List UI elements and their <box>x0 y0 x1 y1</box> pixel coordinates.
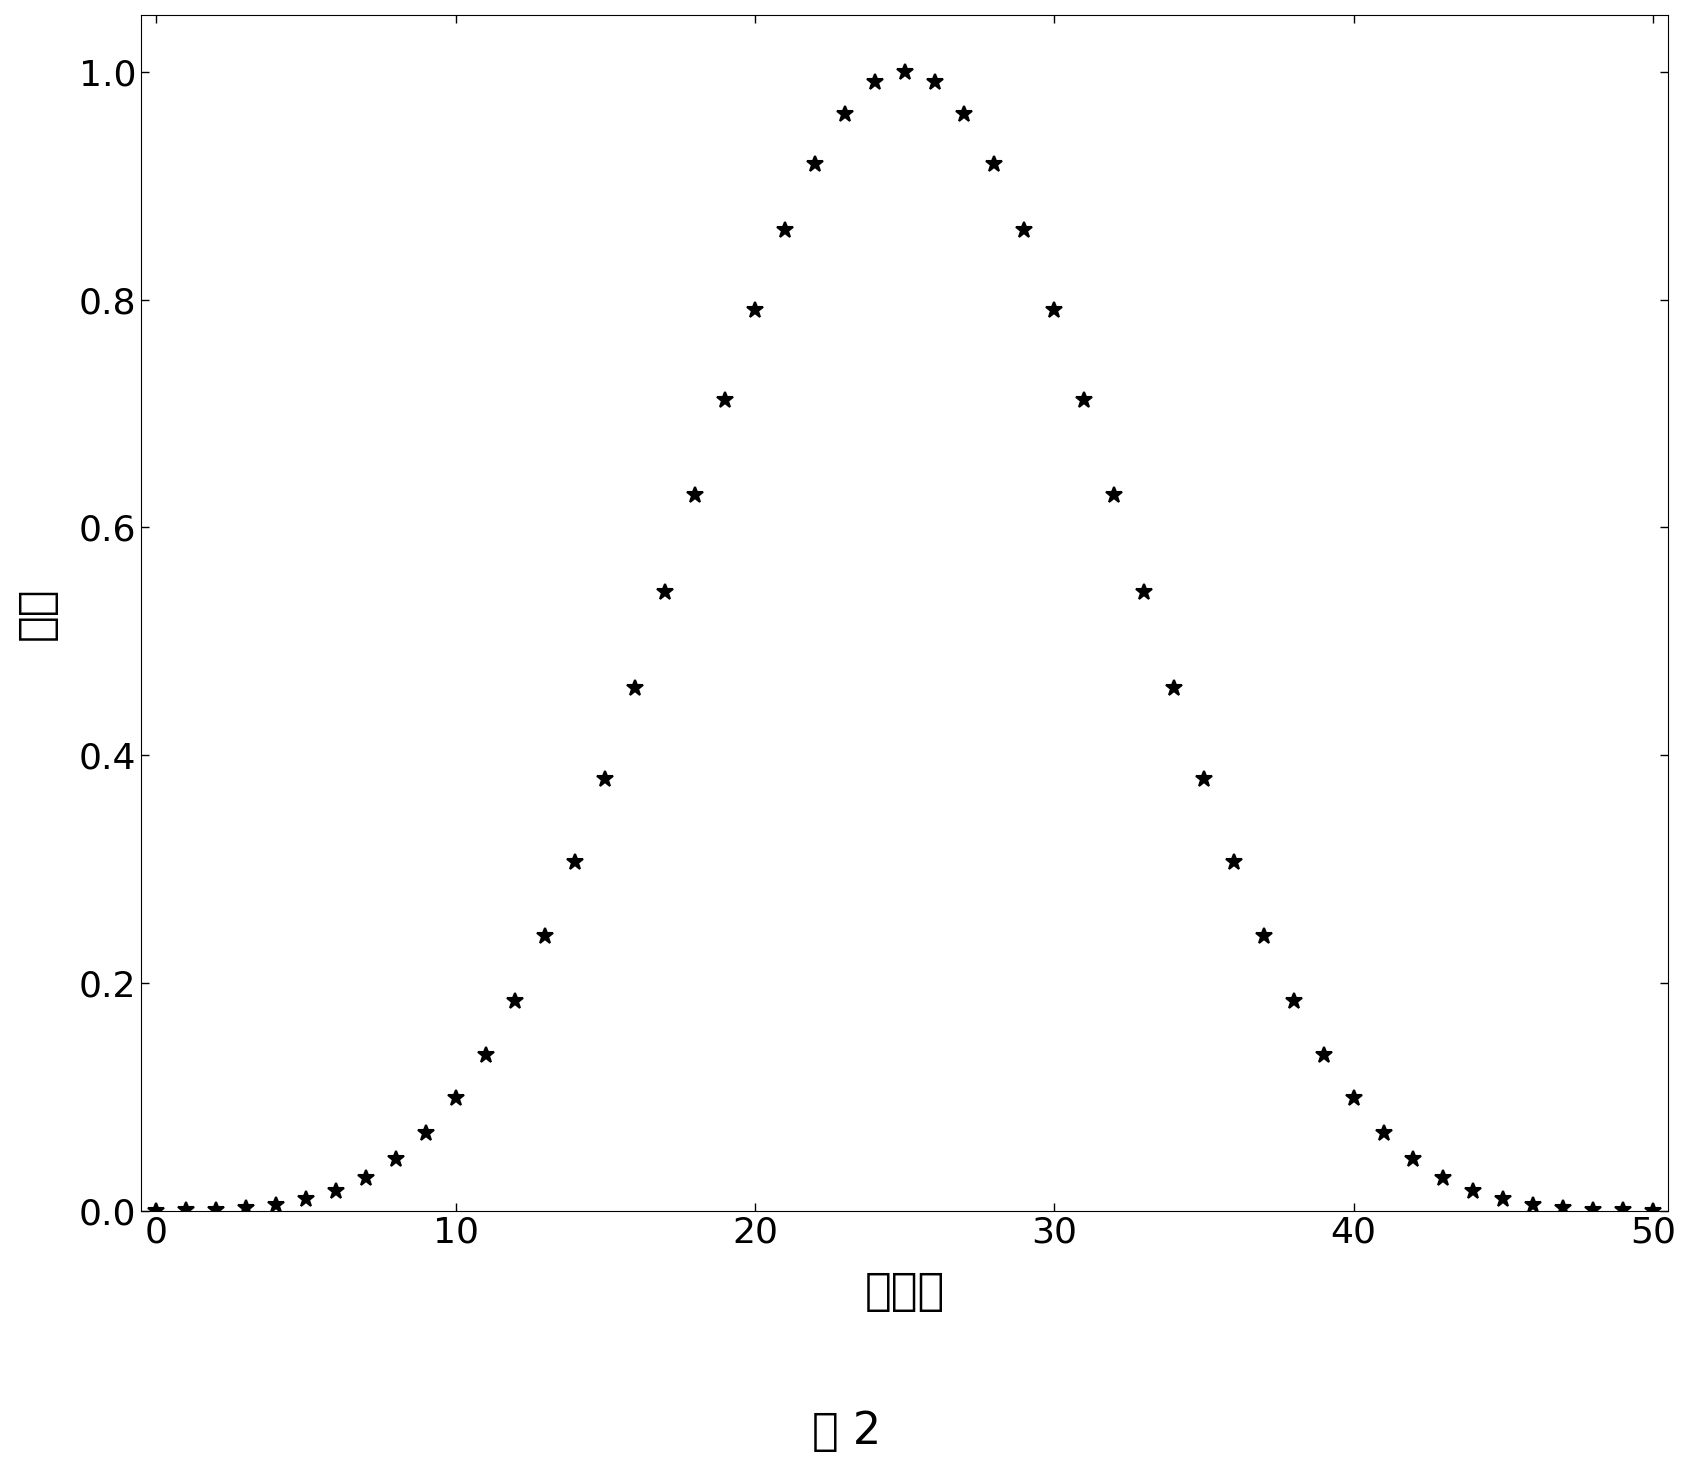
X-axis label: 数据点: 数据点 <box>865 1271 945 1314</box>
Text: 图 2: 图 2 <box>813 1410 880 1454</box>
Y-axis label: 幅度: 幅度 <box>15 586 58 639</box>
